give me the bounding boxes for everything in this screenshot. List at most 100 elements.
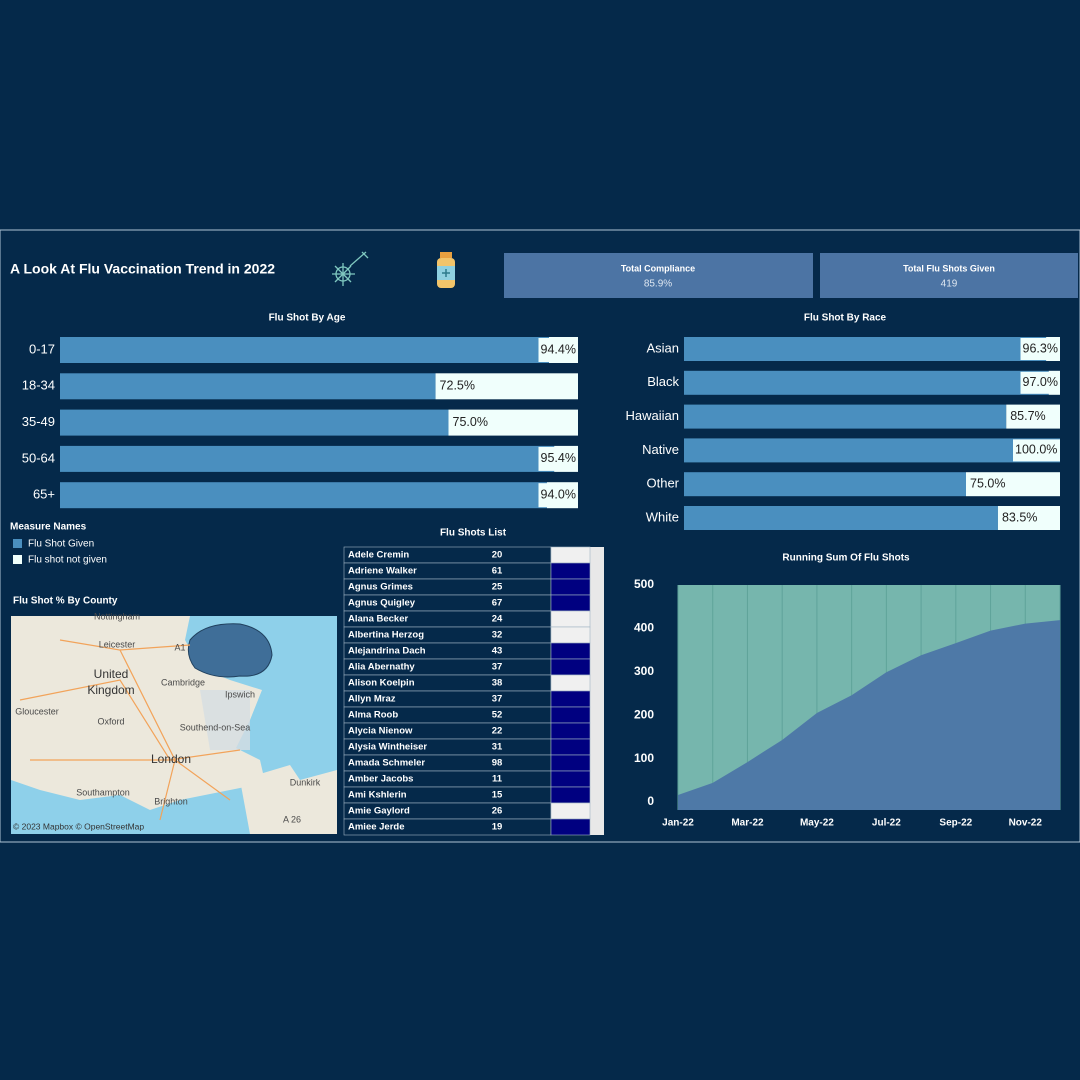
vial-icon	[437, 252, 455, 288]
label-box	[1020, 371, 1060, 394]
y-tick-label: 400	[634, 621, 654, 635]
area	[678, 620, 1060, 810]
x-tick-label: Jul-22	[872, 818, 901, 829]
label-box	[999, 507, 1040, 529]
map-label: Southampton	[76, 787, 130, 797]
table-name: Agnus Grimes	[348, 582, 413, 593]
table-count: 52	[492, 710, 503, 721]
data-label: 97.0%	[1023, 375, 1058, 389]
table-color-cell	[550, 802, 591, 820]
table-color-cell	[550, 610, 591, 628]
table-count: 67	[492, 598, 503, 609]
map-label: Southend-on-Sea	[180, 722, 251, 732]
table-count: 11	[492, 774, 503, 785]
map-label: Gloucester	[15, 706, 59, 716]
map	[11, 616, 337, 834]
legend-label: Flu Shot Given	[28, 539, 94, 550]
bar-segment	[684, 337, 1047, 361]
map-label: Nottingham	[94, 611, 140, 621]
table-name: Alysia Wintheiser	[348, 742, 427, 753]
label-box	[450, 410, 490, 435]
table-color-cell	[550, 690, 591, 708]
table-count: 37	[492, 694, 503, 705]
bar-segment	[60, 482, 547, 509]
table-name: Amiee Jerde	[348, 822, 405, 833]
table-name: Agnus Quigley	[348, 598, 416, 609]
label-box	[538, 483, 578, 508]
table-name: Allyn Mraz	[348, 694, 396, 705]
y-tick-label: Black	[647, 374, 679, 389]
chart-title: Flu Shot By Age	[269, 313, 346, 324]
bar-segment	[684, 472, 966, 497]
table-count: 26	[492, 806, 503, 817]
table-count: 38	[492, 678, 503, 689]
x-tick-label: Sep-22	[939, 818, 972, 829]
table-name: Adele Cremin	[348, 550, 409, 561]
map-label: London	[151, 752, 191, 766]
data-label: 95.4%	[541, 451, 576, 465]
data-label: 94.0%	[541, 487, 576, 501]
table-count: 22	[492, 726, 503, 737]
kpi-label: Total Compliance	[621, 263, 695, 273]
y-tick-label: 65+	[33, 487, 55, 502]
legend-swatch	[13, 539, 22, 548]
table-name: Alma Roob	[348, 710, 398, 721]
x-tick-label: May-22	[800, 818, 834, 829]
label-box	[968, 473, 1008, 496]
x-tick-label: Nov-22	[1009, 818, 1043, 829]
map-title: Flu Shot % By County	[13, 596, 118, 607]
table-count: 98	[492, 758, 503, 769]
table-color-cell	[550, 594, 591, 612]
table-color-cell	[550, 626, 591, 644]
y-tick-label: 500	[634, 577, 654, 591]
table-name: Alia Abernathy	[348, 662, 415, 673]
label-box	[1020, 338, 1060, 360]
table-count: 20	[492, 550, 503, 561]
y-tick-label: White	[646, 509, 679, 524]
table-color-cell	[550, 786, 591, 804]
table-scroll	[590, 547, 604, 835]
bar-segment	[60, 445, 555, 472]
legend-swatch	[13, 555, 22, 564]
label-box	[437, 374, 478, 399]
table-name: Amada Schmeler	[348, 758, 425, 769]
bar-segment	[60, 373, 436, 400]
bar-segment	[684, 404, 1007, 429]
map-label: Cambridge	[161, 677, 205, 687]
data-label: 83.5%	[1002, 510, 1037, 524]
x-tick-label: Jan-22	[662, 818, 694, 829]
label-box	[538, 446, 578, 471]
y-tick-label: 0	[647, 794, 654, 808]
table-name: Alison Koelpin	[348, 678, 415, 689]
map-label: Dunkirk	[290, 777, 321, 787]
data-label: 96.3%	[1023, 341, 1058, 355]
table-name: Amie Gaylord	[348, 806, 410, 817]
map-label: Ipswich	[225, 689, 255, 699]
kpi-label: Total Flu Shots Given	[903, 263, 995, 273]
label-box	[1008, 405, 1048, 428]
data-label: 75.0%	[453, 415, 488, 429]
legend-title: Measure Names	[10, 522, 87, 533]
map-label: A1	[174, 642, 185, 652]
table-name: Amber Jacobs	[348, 774, 413, 785]
y-tick-label: Native	[642, 442, 679, 457]
table-name: Alana Becker	[348, 614, 409, 625]
map-label: Leicester	[99, 639, 136, 649]
table-color-cell	[550, 738, 591, 756]
data-label: 94.4%	[541, 342, 576, 356]
label-box	[1013, 439, 1060, 462]
table-name: Ami Kshlerin	[348, 790, 407, 801]
y-tick-label: 200	[634, 707, 654, 721]
map-label: United	[94, 667, 129, 681]
data-label: 85.7%	[1010, 409, 1045, 423]
legend-label: Flu shot not given	[28, 555, 107, 566]
table-color-cell	[550, 578, 591, 596]
table-color-cell	[550, 562, 591, 580]
table-title: Flu Shots List	[440, 528, 507, 539]
table-name: Alycia Nienow	[348, 726, 413, 737]
y-tick-label: 18-34	[22, 378, 55, 393]
table-name: Adriene Walker	[348, 566, 417, 577]
table-count: 25	[492, 582, 503, 593]
